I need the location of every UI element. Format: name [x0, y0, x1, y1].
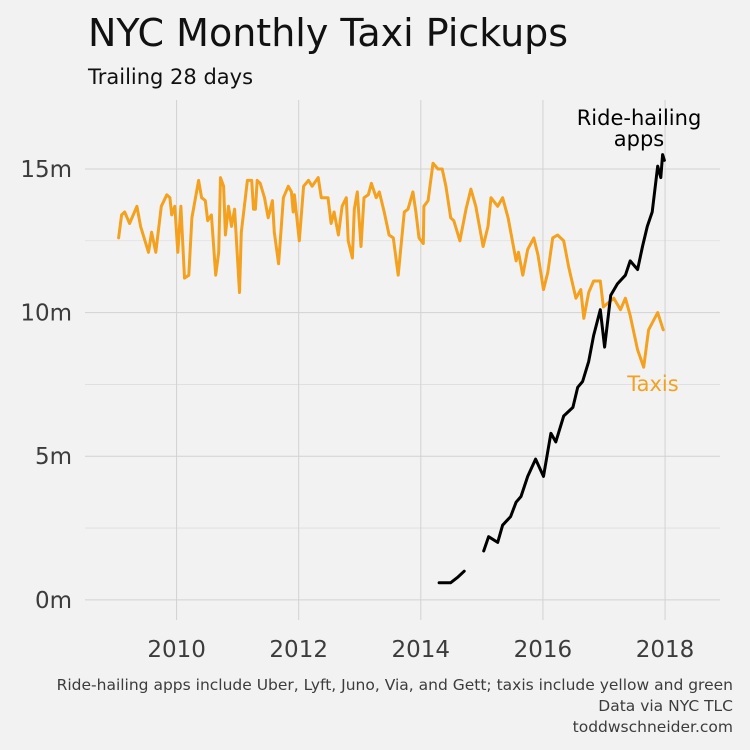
x-tick-label: 2018: [636, 637, 695, 663]
ridehail-label-line2: apps: [614, 127, 664, 151]
taxis-label: Taxis: [626, 372, 678, 396]
caption-line1: Ride-hailing apps include Uber, Lyft, Ju…: [57, 676, 733, 694]
caption-line2: Data via NYC TLC: [598, 697, 733, 715]
x-tick-label: 2012: [269, 637, 328, 663]
chart-subtitle: Trailing 28 days: [87, 65, 253, 89]
caption-line3: toddwschneider.com: [573, 718, 733, 736]
chart-title: NYC Monthly Taxi Pickups: [88, 11, 568, 55]
x-tick-label: 2016: [514, 637, 573, 663]
y-tick-label: 10m: [20, 301, 72, 327]
tick-labels: 0m 5m 10m 15m 2010 2012 2014 2016 2018: [20, 157, 694, 663]
taxis-line: [117, 161, 665, 369]
y-tick-label: 15m: [20, 157, 72, 183]
ride-hailing-apps-line: [437, 569, 466, 585]
x-tick-label: 2014: [392, 637, 451, 663]
series-lines: [117, 153, 666, 585]
ride-hailing-apps-line: [482, 153, 666, 553]
ridehail-label-line1: Ride-hailing: [577, 106, 702, 130]
y-tick-label: 0m: [35, 588, 72, 614]
y-tick-label: 5m: [35, 444, 72, 470]
x-tick-label: 2010: [147, 637, 206, 663]
